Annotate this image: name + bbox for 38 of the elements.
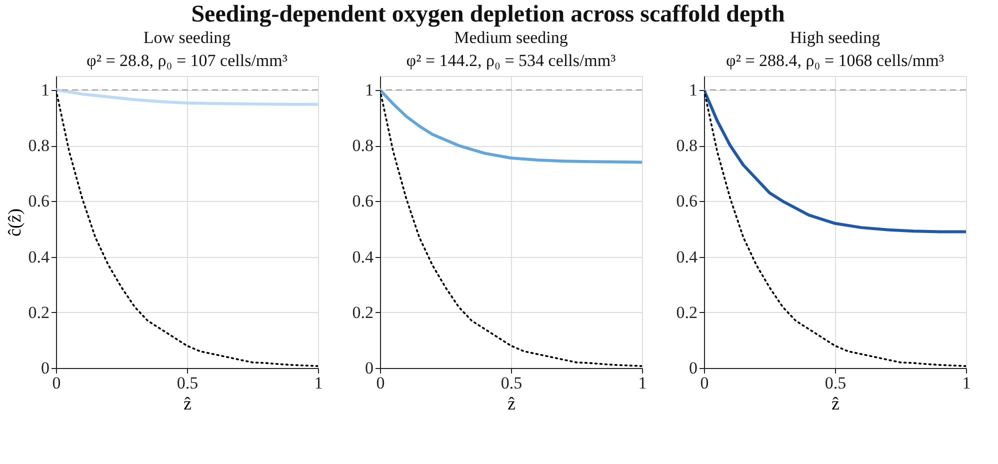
- y-tick-label: 0.4: [28, 247, 50, 266]
- x-tick-label: 0.5: [500, 374, 522, 392]
- y-tick-label: 0.6: [352, 192, 374, 211]
- y-tick-label: 0.2: [28, 302, 50, 322]
- y-tick-label: 0.8: [352, 136, 374, 156]
- y-tick-label: 0.2: [676, 302, 698, 322]
- y-tick-label: 0: [41, 358, 50, 378]
- y-axis-title: ĉ(ẑ): [4, 208, 24, 236]
- x-tick-label: 1: [638, 374, 647, 392]
- line-series: [704, 88, 966, 234]
- y-tick-label: 0.4: [676, 247, 698, 266]
- y-tick-label: 0.8: [28, 136, 50, 156]
- x-axis-title: ẑ: [508, 394, 516, 414]
- y-tick-label: 0.8: [676, 136, 698, 156]
- y-tick-label: 0.4: [352, 247, 374, 266]
- chart-subtitle: φ² = 28.8, ρ₀ = 107 cells/mm³: [86, 51, 288, 70]
- line-series: [56, 88, 318, 106]
- chart-title: Low seeding: [143, 28, 232, 47]
- y-tick-label: 1: [41, 80, 50, 100]
- x-axis-title: ẑ: [184, 394, 192, 414]
- y-tick-label: 0.6: [28, 192, 50, 211]
- text: Seeding-dependent oxygen depletion across scaffold depth: [191, 2, 785, 28]
- y-tick-label: 0: [365, 358, 374, 378]
- y-tick-label: 0.2: [352, 302, 374, 322]
- chart-subtitle: φ² = 144.2, ρ₀ = 534 cells/mm³: [406, 51, 616, 70]
- y-tick-label: 0: [689, 358, 698, 378]
- x-tick-label: 0.5: [824, 374, 846, 392]
- y-tick-label: 1: [365, 80, 374, 100]
- chart-subtitle: φ² = 288.4, ρ₀ = 1068 cells/mm³: [726, 51, 944, 70]
- y-tick-label: 1: [689, 80, 698, 100]
- line-series: [380, 88, 642, 164]
- chart-title: Medium seeding: [454, 28, 568, 47]
- chart-title: High seeding: [790, 28, 881, 47]
- x-tick-label: 1: [314, 374, 323, 392]
- x-tick-label: 0.5: [176, 374, 198, 392]
- x-axis-title: ẑ: [832, 394, 840, 414]
- x-tick-label: 1: [962, 374, 971, 392]
- y-tick-label: 0.6: [676, 192, 698, 211]
